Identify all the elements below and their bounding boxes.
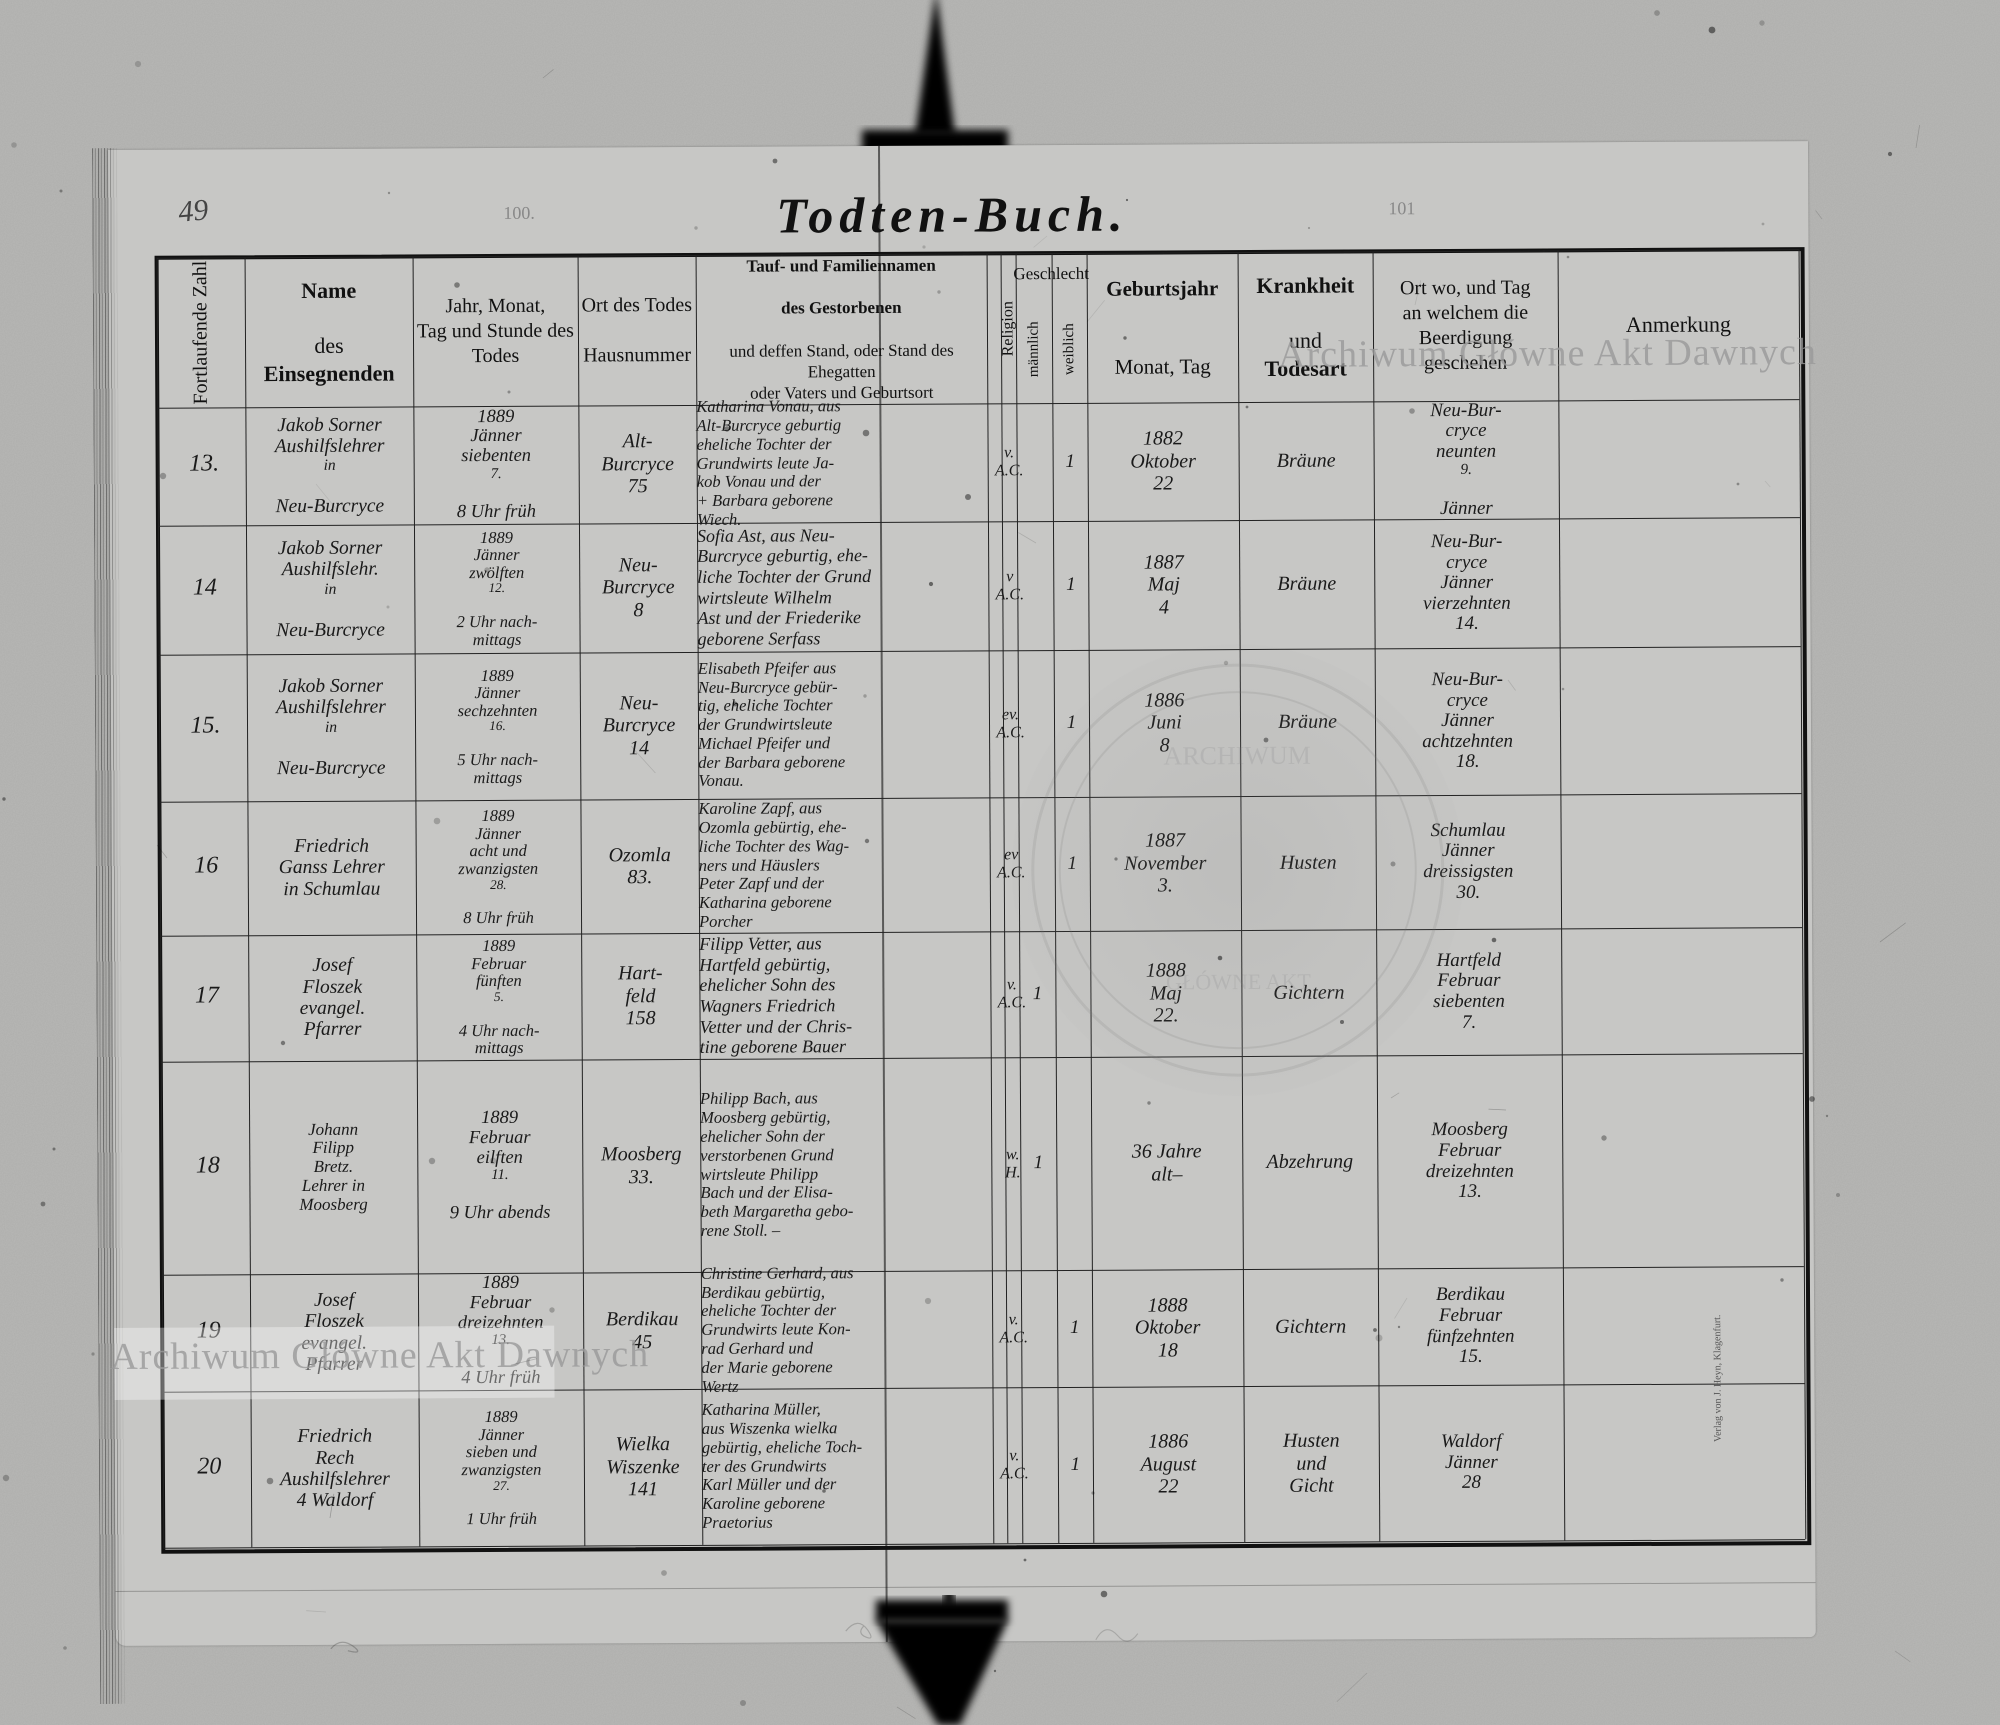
svg-text:GŁÓWNE AKT: GŁÓWNE AKT <box>1166 969 1311 995</box>
svg-text:ARCHIWUM: ARCHIWUM <box>1163 741 1310 771</box>
